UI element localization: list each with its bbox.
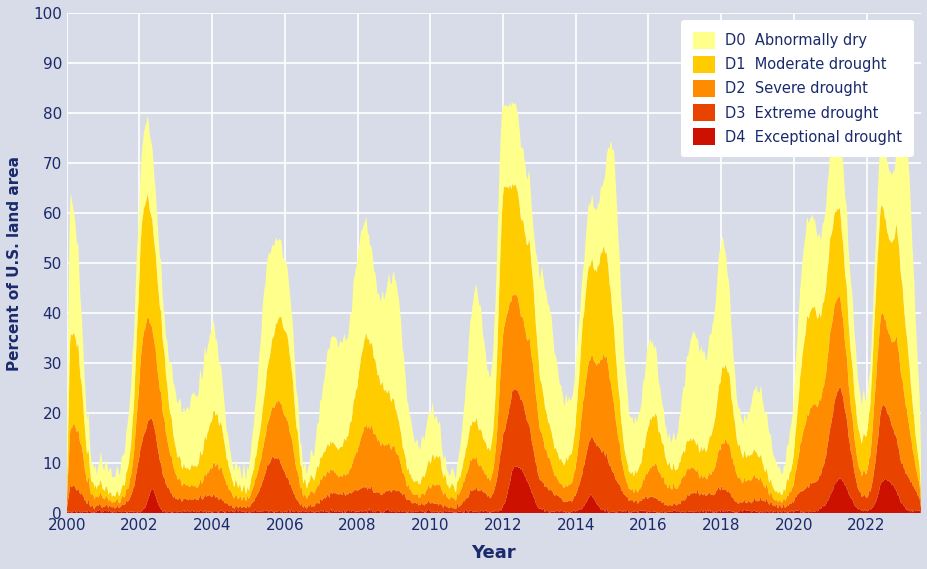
X-axis label: Year: Year — [471, 544, 515, 562]
Y-axis label: Percent of U.S. land area: Percent of U.S. land area — [6, 155, 22, 370]
Legend: D0  Abnormally dry, D1  Moderate drought, D2  Severe drought, D3  Extreme drough: D0 Abnormally dry, D1 Moderate drought, … — [680, 20, 913, 157]
